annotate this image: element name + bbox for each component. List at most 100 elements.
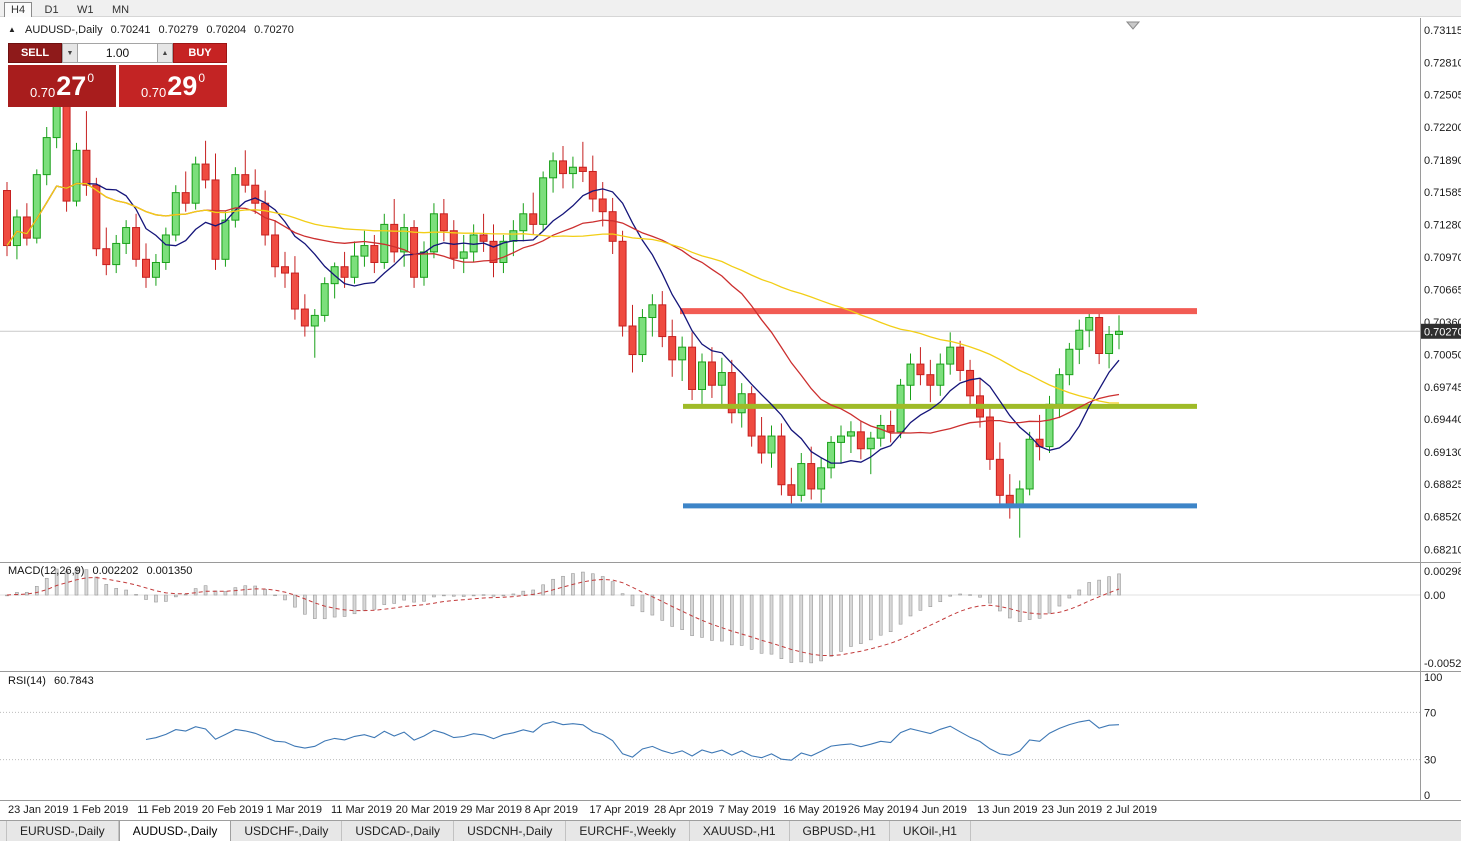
macd-panel-canvas[interactable]: 0.002984 0.00 -0.005255 bbox=[0, 563, 1461, 671]
date-axis-label: 1 Mar 2019 bbox=[266, 804, 323, 816]
timeframe-mn-button[interactable]: MN bbox=[111, 4, 130, 16]
svg-text:0.72505: 0.72505 bbox=[1424, 90, 1461, 102]
tab-eurchf-weekly[interactable]: EURCHF-,Weekly bbox=[566, 821, 690, 841]
date-axis-label: 11 Mar 2019 bbox=[331, 804, 392, 816]
date-axis-label: 28 Apr 2019 bbox=[654, 804, 714, 816]
date-axis-label: 1 Feb 2019 bbox=[72, 804, 129, 816]
svg-text:0.69745: 0.69745 bbox=[1424, 382, 1461, 394]
svg-text:0.68520: 0.68520 bbox=[1424, 511, 1461, 523]
one-click-trading-panel: SELL ▼ ▲ BUY 0.70 27 0 0.70 29 0 bbox=[8, 43, 227, 107]
svg-text:0.72810: 0.72810 bbox=[1424, 57, 1461, 69]
svg-text:0.73115: 0.73115 bbox=[1424, 25, 1461, 37]
macd-indicator-label: MACD(12,26,9) 0.002202 0.001350 bbox=[8, 565, 197, 577]
date-axis-label: 23 Jun 2019 bbox=[1041, 804, 1103, 816]
chart-shift-marker-icon[interactable] bbox=[1125, 21, 1141, 30]
buy-price-prefix: 0.70 bbox=[140, 85, 167, 100]
date-axis-label: 20 Mar 2019 bbox=[395, 804, 458, 816]
tab-eurusd-daily[interactable]: EURUSD-,Daily bbox=[6, 821, 119, 841]
volume-decrease-icon[interactable]: ▼ bbox=[62, 43, 78, 63]
date-axis-label: 2 Jul 2019 bbox=[1106, 804, 1157, 816]
sell-price-point: 0 bbox=[87, 71, 95, 85]
sell-price-prefix: 0.70 bbox=[29, 85, 56, 100]
timeframe-toolbar: H4 D1 W1 MN bbox=[0, 0, 1461, 19]
ohlc-open: 0.70241 bbox=[110, 24, 151, 36]
chart-tabs-bar: EURUSD-,Daily AUDUSD-,Daily USDCHF-,Dail… bbox=[0, 820, 1461, 841]
candles-layer bbox=[3, 95, 1123, 538]
ohlc-low: 0.70204 bbox=[206, 24, 247, 36]
ma-slow bbox=[6, 182, 1120, 404]
tab-ukoil-h1[interactable]: UKOil-,H1 bbox=[890, 821, 971, 841]
macd-histogram bbox=[5, 568, 1121, 664]
macd-signal-value: 0.001350 bbox=[146, 565, 193, 577]
date-axis-label: 4 Jun 2019 bbox=[912, 804, 967, 816]
svg-text:0.69130: 0.69130 bbox=[1424, 447, 1461, 459]
svg-text:70: 70 bbox=[1424, 707, 1436, 719]
tab-usdcad-daily[interactable]: USDCAD-,Daily bbox=[342, 821, 455, 841]
buy-price-point: 0 bbox=[198, 71, 206, 85]
panel-divider[interactable] bbox=[0, 800, 1461, 801]
timeframe-w1-button[interactable]: W1 bbox=[77, 4, 94, 16]
price-chart-canvas[interactable]: 0.73115 0.72810 0.72505 0.72200 0.71890 0.715… bbox=[0, 18, 1461, 562]
chart-symbol-label: AUDUSD-,Daily bbox=[24, 24, 103, 36]
ma-fast bbox=[6, 182, 1120, 464]
svg-text:0.68825: 0.68825 bbox=[1424, 479, 1461, 491]
macd-name: MACD(12,26,9) bbox=[8, 565, 85, 577]
tab-xauusd-h1[interactable]: XAUUSD-,H1 bbox=[690, 821, 790, 841]
moving-averages-layer bbox=[6, 182, 1120, 464]
svg-text:100: 100 bbox=[1424, 672, 1442, 684]
macd-signal-line bbox=[6, 577, 1120, 657]
rsi-line bbox=[145, 719, 1120, 761]
tab-gbpusd-h1[interactable]: GBPUSD-,H1 bbox=[790, 821, 890, 841]
svg-text:0.68210: 0.68210 bbox=[1424, 544, 1461, 556]
sell-price-display[interactable]: 0.70 27 0 bbox=[8, 65, 116, 107]
volume-increase-icon[interactable]: ▲ bbox=[157, 43, 173, 63]
svg-text:-0.005255: -0.005255 bbox=[1424, 658, 1461, 670]
chart-title: ▲ AUDUSD-,Daily 0.70241 0.70279 0.70204 … bbox=[8, 24, 294, 36]
time-axis[interactable]: 23 Jan 2019 1 Feb 2019 11 Feb 2019 20 Feb 2… bbox=[0, 801, 1461, 820]
macd-value: 0.002202 bbox=[92, 565, 139, 577]
date-axis-label: 11 Feb 2019 bbox=[137, 804, 199, 816]
chart-window: 0.73115 0.72810 0.72505 0.72200 0.71890 0.715… bbox=[0, 17, 1461, 820]
tab-usdchf-daily[interactable]: USDCHF-,Daily bbox=[231, 821, 343, 841]
volume-input[interactable] bbox=[78, 43, 157, 63]
trade-panel-collapse-icon[interactable]: ▲ bbox=[8, 25, 16, 34]
svg-text:0.70970: 0.70970 bbox=[1424, 252, 1461, 264]
date-axis-label: 16 May 2019 bbox=[783, 804, 847, 816]
level-lines-layer[interactable] bbox=[680, 308, 1197, 509]
buy-price-display[interactable]: 0.70 29 0 bbox=[119, 65, 227, 107]
tab-audusd-daily[interactable]: AUDUSD-,Daily bbox=[118, 821, 232, 841]
timeframe-d1-button[interactable]: D1 bbox=[44, 4, 59, 16]
tab-usdcnh-daily[interactable]: USDCNH-,Daily bbox=[454, 821, 567, 841]
svg-text:0.70270: 0.70270 bbox=[1424, 326, 1461, 338]
sell-price-pips: 27 bbox=[56, 70, 87, 101]
svg-text:0.002984: 0.002984 bbox=[1424, 566, 1461, 578]
rsi-axis[interactable]: 100 70 30 0 bbox=[1424, 672, 1442, 800]
macd-axis[interactable]: 0.002984 0.00 -0.005255 bbox=[1424, 566, 1461, 670]
sell-button[interactable]: SELL bbox=[8, 43, 62, 63]
svg-text:0.70050: 0.70050 bbox=[1424, 350, 1461, 362]
svg-text:0.71585: 0.71585 bbox=[1424, 187, 1461, 199]
price-axis[interactable]: 0.73115 0.72810 0.72505 0.72200 0.71890 0.715… bbox=[1421, 25, 1461, 556]
svg-text:0.69440: 0.69440 bbox=[1424, 414, 1461, 426]
svg-text:0.70665: 0.70665 bbox=[1424, 284, 1461, 296]
date-axis-label: 8 Apr 2019 bbox=[524, 804, 579, 816]
panel-divider[interactable] bbox=[0, 671, 1461, 672]
svg-text:0: 0 bbox=[1424, 790, 1430, 800]
rsi-name: RSI(14) bbox=[8, 675, 46, 687]
buy-button[interactable]: BUY bbox=[173, 43, 227, 63]
svg-text:30: 30 bbox=[1424, 755, 1436, 767]
buy-price-pips: 29 bbox=[167, 70, 198, 101]
rsi-panel-canvas[interactable]: 100 70 30 0 bbox=[0, 672, 1461, 800]
rsi-indicator-label: RSI(14) 60.7843 bbox=[8, 675, 99, 687]
date-axis-label: 17 Apr 2019 bbox=[589, 804, 649, 816]
svg-text:0.71280: 0.71280 bbox=[1424, 219, 1461, 231]
svg-text:0.72200: 0.72200 bbox=[1424, 122, 1461, 134]
date-axis-label: 7 May 2019 bbox=[718, 804, 777, 816]
current-price-tag: 0.70270 bbox=[1421, 323, 1461, 339]
date-axis-label: 13 Jun 2019 bbox=[977, 804, 1038, 816]
date-axis-label: 23 Jan 2019 bbox=[8, 804, 69, 816]
price-axis-separator bbox=[1420, 18, 1421, 800]
panel-divider[interactable] bbox=[0, 562, 1461, 563]
ohlc-high: 0.70279 bbox=[158, 24, 199, 36]
date-axis-label: 20 Feb 2019 bbox=[201, 804, 264, 816]
